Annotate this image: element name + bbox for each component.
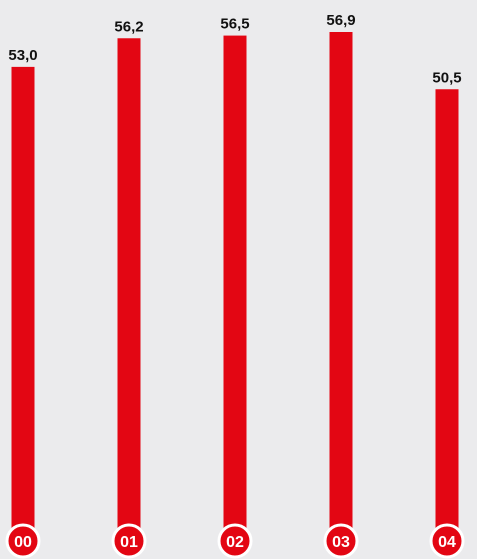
category-badge-03: 03 (323, 523, 359, 559)
value-label-01: 56,2 (114, 18, 143, 35)
bar-03 (329, 32, 353, 541)
category-badge-04: 04 (429, 523, 465, 559)
value-label-02: 56,5 (220, 16, 249, 33)
value-label-00: 53,0 (8, 47, 37, 64)
bar-02 (223, 35, 247, 541)
category-label-02: 02 (226, 534, 244, 551)
category-badge-00: 00 (5, 523, 41, 559)
category-badge-circle (429, 523, 465, 559)
category-label-00: 00 (14, 534, 32, 551)
bars-layer (11, 32, 459, 542)
category-badge-circle (111, 523, 147, 559)
category-label-01: 01 (120, 534, 138, 551)
category-badge-02: 02 (217, 523, 253, 559)
value-label-03: 56,9 (326, 12, 355, 29)
bar-00 (11, 66, 35, 542)
bar-04 (435, 89, 459, 542)
category-badge-circle (5, 523, 41, 559)
category-badge-circle (217, 523, 253, 559)
category-badge-01: 01 (111, 523, 147, 559)
category-badges-layer: 00 01 02 03 04 (5, 523, 465, 559)
bar-01 (117, 38, 141, 541)
category-label-03: 03 (332, 534, 350, 551)
value-labels-layer: 53,0 56,2 56,5 56,9 50,5 (8, 12, 461, 86)
category-label-04: 04 (438, 534, 456, 551)
value-label-04: 50,5 (432, 69, 461, 86)
category-badge-circle (323, 523, 359, 559)
